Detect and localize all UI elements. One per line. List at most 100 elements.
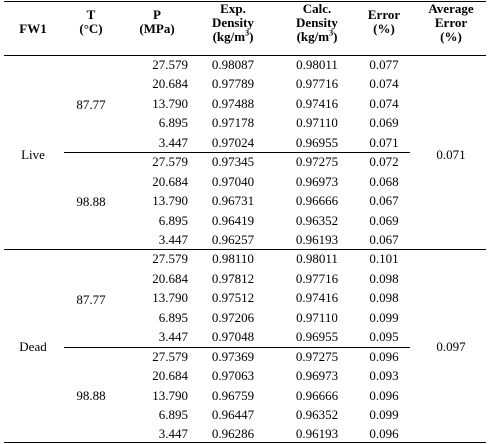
average-error-dead: 0.097 — [436, 339, 466, 354]
table-row-dead-87-3-p: 13.790 — [152, 290, 188, 305]
table-row-live-87-4-exp: 0.97178 — [211, 115, 255, 130]
table-row-dead-98-4-exp: 0.96447 — [211, 407, 255, 422]
table-row-live-87-3-p: 13.790 — [152, 96, 188, 111]
header-calc-density-close: ) — [333, 29, 338, 44]
table-row-dead-98-5-calc: 0.96193 — [295, 426, 339, 441]
header-exp-density-exp: 3 — [245, 28, 250, 38]
header-average-error-line1: Average — [428, 1, 474, 16]
table-row-live-98-3-p: 13.790 — [152, 193, 188, 208]
header-error: Error (%) — [358, 8, 410, 36]
table-row-dead-98-3-p: 13.790 — [152, 388, 188, 403]
table-row-dead-87-1-p: 27.579 — [152, 251, 188, 266]
table-row-live-87-2-exp: 0.97789 — [211, 76, 255, 91]
average-error-live: 0.071 — [436, 147, 466, 162]
temperature-live-87: 87.77 — [76, 97, 106, 112]
table-row-live-98-1-exp: 0.97345 — [211, 154, 255, 169]
table-row-live-98-5-err: 0.067 — [369, 232, 399, 247]
table-row-dead-98-5-exp: 0.96286 — [211, 426, 255, 441]
header-exp-density-close: ) — [249, 29, 254, 44]
table-row-dead-98-1-exp: 0.97369 — [211, 349, 255, 364]
table-row-live-98-5-exp: 0.96257 — [211, 232, 255, 247]
table-row-dead-98-5-err: 0.096 — [369, 426, 399, 441]
table-row-dead-87-2-err: 0.098 — [369, 271, 399, 286]
temperature-live-98: 98.88 — [76, 194, 106, 209]
table-row-dead-87-1-err: 0.101 — [369, 251, 399, 266]
table-row-live-98-2-err: 0.068 — [369, 174, 399, 189]
temperature-dead-87: 87.77 — [76, 292, 106, 307]
table-row-dead-87-3-exp: 0.97512 — [211, 290, 255, 305]
header-calc-density-line3: (kg/m3) — [282, 28, 352, 44]
table-row-dead-98-1-err: 0.096 — [369, 349, 399, 364]
table-row-dead-98-3-calc: 0.96666 — [295, 388, 339, 403]
table-row-dead-98-2-err: 0.093 — [369, 368, 399, 383]
table-row-live-87-1-calc: 0.98011 — [296, 57, 338, 72]
header-temperature: T (°C) — [64, 8, 118, 36]
temperature-dead-98: 98.88 — [76, 388, 106, 403]
table-row-dead-98-1-calc: 0.97275 — [295, 349, 339, 364]
table-row-dead-98-2-p: 20.684 — [152, 368, 188, 383]
table-row-dead-98-2-calc: 0.96973 — [295, 368, 339, 383]
header-error-line1: Error — [367, 7, 401, 22]
table-row-live-87-2-err: 0.074 — [369, 76, 399, 91]
table-row-live-98-2-calc: 0.96973 — [295, 174, 339, 189]
table-row-live-98-3-exp: 0.96731 — [211, 193, 255, 208]
header-calc-density-line2: Density — [296, 15, 338, 30]
header-calc-density-line1: Calc. — [302, 1, 332, 16]
table-row-dead-87-5-err: 0.095 — [369, 329, 399, 344]
table-row-live-98-4-err: 0.069 — [369, 213, 399, 228]
table-row-dead-87-1-exp: 0.98110 — [212, 251, 254, 266]
table-row-dead-98-3-exp: 0.96759 — [211, 388, 255, 403]
table-row-live-87-1-p: 27.579 — [152, 57, 188, 72]
table-row-live-87-5-exp: 0.97024 — [211, 135, 255, 150]
table-row-live-87-4-err: 0.069 — [369, 115, 399, 130]
table-row-live-87-2-calc: 0.97716 — [295, 76, 339, 91]
table-row-dead-98-4-calc: 0.96352 — [295, 407, 339, 422]
header-pressure: P (MPa) — [126, 8, 188, 36]
table-row-live-87-1-err: 0.077 — [369, 57, 399, 72]
table-row-dead-98-4-err: 0.099 — [369, 407, 399, 422]
header-exp-density-line1: Exp. — [220, 1, 246, 16]
table-row-dead-87-2-p: 20.684 — [152, 271, 188, 286]
table-row-live-87-3-err: 0.074 — [369, 96, 399, 111]
table-row-live-98-3-calc: 0.96666 — [295, 193, 339, 208]
table-row-live-98-3-err: 0.067 — [369, 193, 399, 208]
table-row-dead-87-4-exp: 0.97206 — [211, 310, 255, 325]
table-row-dead-87-3-err: 0.098 — [369, 290, 399, 305]
table-row-live-87-5-p: 3.447 — [158, 135, 188, 150]
table-row-live-98-1-calc: 0.97275 — [295, 154, 339, 169]
group-rule — [4, 249, 486, 250]
header-calc-density-unit: (kg/m — [296, 29, 330, 44]
table-row-dead-87-2-exp: 0.97812 — [211, 271, 255, 286]
header-average-error: Average Error (%) — [416, 2, 486, 44]
table-row-dead-87-4-calc: 0.97110 — [296, 310, 338, 325]
table-row-live-98-2-exp: 0.97040 — [211, 174, 255, 189]
dead-block-rule — [64, 347, 410, 348]
table-row-live-98-1-p: 27.579 — [152, 154, 188, 169]
table-row-dead-87-4-p: 6.895 — [158, 310, 188, 325]
header-pressure-line1: P — [153, 7, 161, 22]
header-exp-density: Exp. Density (kg/m3) — [198, 2, 268, 44]
header-temperature-line1: T — [86, 7, 96, 22]
table-row-dead-87-3-calc: 0.97416 — [295, 290, 339, 305]
table-row-dead-87-5-exp: 0.97048 — [211, 329, 255, 344]
bottom-rule — [4, 442, 486, 443]
header-pressure-line2: (MPa) — [139, 21, 175, 36]
table-row-dead-87-4-err: 0.099 — [369, 310, 399, 325]
header-temperature-line2: (°C) — [79, 21, 103, 36]
table-row-live-98-2-p: 20.684 — [152, 174, 188, 189]
table-row-dead-98-3-err: 0.096 — [369, 388, 399, 403]
live-block-rule — [64, 152, 410, 153]
header-exp-density-unit: (kg/m — [212, 29, 246, 44]
header-error-line2: (%) — [373, 21, 395, 36]
table-row-dead-87-5-p: 3.447 — [158, 329, 188, 344]
table-row-dead-87-5-calc: 0.96955 — [295, 329, 339, 344]
header-average-error-line3: (%) — [440, 29, 462, 44]
table-row-dead-98-4-p: 6.895 — [158, 407, 188, 422]
header-calc-density-exp: 3 — [329, 28, 334, 38]
header-exp-density-line3: (kg/m3) — [198, 28, 268, 44]
fw1-dead-label: Dead — [19, 339, 47, 354]
table-row-live-87-3-exp: 0.97488 — [211, 96, 255, 111]
table-row-live-87-5-err: 0.071 — [369, 135, 399, 150]
top-rule — [4, 1, 486, 2]
